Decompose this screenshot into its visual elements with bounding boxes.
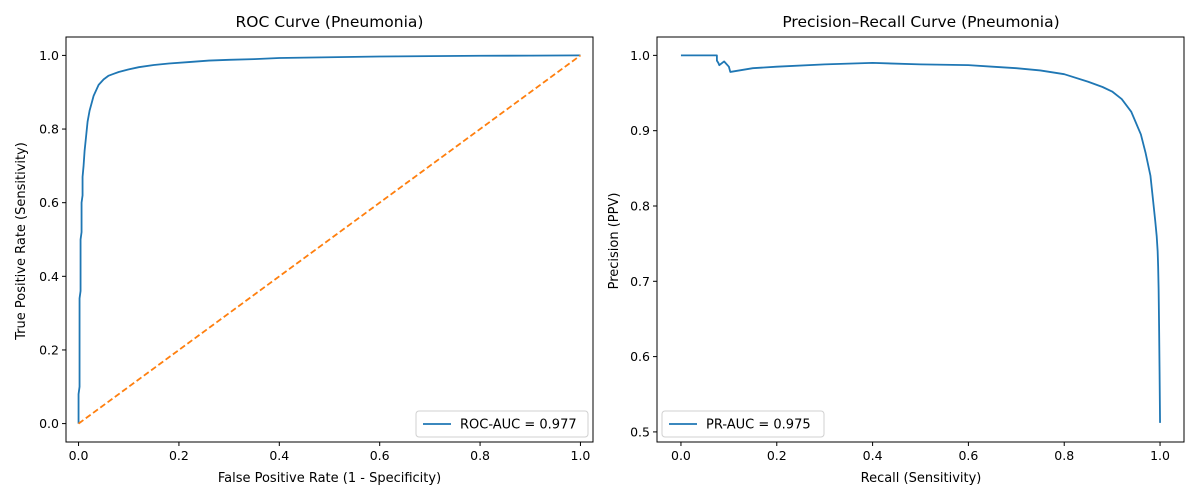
pr-x-tick-label: 0.0 — [671, 448, 691, 463]
pr-axes-frame — [656, 36, 1185, 443]
roc-axes-frame — [65, 36, 594, 443]
roc-y-tick-label: 0.8 — [39, 122, 59, 137]
roc-x-tick-label: 0.0 — [69, 448, 89, 463]
roc-x-tick-label: 0.6 — [370, 448, 390, 463]
roc-chart-title: ROC Curve (Pneumonia) — [236, 13, 424, 31]
pr-series-line-curve — [680, 54, 1161, 423]
roc-y-tick-label: 1.0 — [39, 48, 59, 63]
pr-legend-label: PR-AUC = 0.975 — [706, 418, 811, 433]
roc-y-tick-label: 0.4 — [39, 269, 59, 284]
roc-y-tick-label: 0.6 — [39, 195, 59, 210]
pr-legend-box — [661, 410, 825, 438]
pr-plot-area — [680, 54, 1161, 423]
pr-y-tick-label: 0.8 — [630, 198, 650, 213]
roc-series-line-diagonal-reference — [78, 54, 581, 425]
pr-y-tick-label: 0.6 — [630, 349, 650, 364]
pr-y-tick-label: 0.9 — [630, 123, 650, 138]
pr-y-axis-label: Precision (PPV) — [607, 193, 622, 290]
pr-x-tick-label: 0.6 — [958, 448, 978, 463]
roc-plot-area — [77, 54, 581, 425]
pr-y-tick-label: 1.0 — [630, 48, 650, 63]
pr-chart-title: Precision–Recall Curve (Pneumonia) — [782, 13, 1059, 31]
roc-chart: ROC Curve (Pneumonia) False Positive Rat… — [14, 13, 594, 486]
roc-legend-box — [415, 410, 589, 438]
roc-ticks: 0.0 0.2 0.4 0.6 0.8 1.0 0.0 0.2 0.4 0.6 0.8 1.0 — [39, 48, 590, 463]
pr-legend: PR-AUC = 0.975 — [661, 410, 825, 438]
pr-y-tick-label: 0.5 — [630, 424, 650, 439]
roc-y-axis-label: True Positive Rate (Sensitivity) — [14, 142, 29, 341]
pr-x-tick-label: 1.0 — [1150, 448, 1170, 463]
pr-x-tick-label: 0.2 — [767, 448, 787, 463]
roc-x-tick-label: 1.0 — [571, 448, 591, 463]
roc-x-tick-label: 0.8 — [470, 448, 490, 463]
roc-x-axis-label: False Positive Rate (1 - Specificity) — [218, 471, 441, 486]
roc-y-tick-label: 0.2 — [39, 342, 59, 357]
roc-legend-label: ROC-AUC = 0.977 — [460, 418, 577, 433]
pr-ticks: 0.0 0.2 0.4 0.6 0.8 1.0 0.5 0.6 0.7 0.8 0.9 1.0 — [630, 48, 1170, 463]
pr-x-axis-label: Recall (Sensitivity) — [861, 471, 982, 486]
roc-x-tick-label: 0.4 — [269, 448, 289, 463]
roc-y-tick-label: 0.0 — [39, 416, 59, 431]
roc-series-line-curve — [77, 54, 581, 424]
pr-x-tick-label: 0.4 — [863, 448, 883, 463]
pr-x-tick-label: 0.8 — [1054, 448, 1074, 463]
pr-chart: Precision–Recall Curve (Pneumonia) Recal… — [607, 13, 1185, 486]
roc-legend: ROC-AUC = 0.977 — [415, 410, 589, 438]
pr-y-tick-label: 0.7 — [630, 274, 650, 289]
roc-x-tick-label: 0.2 — [169, 448, 189, 463]
